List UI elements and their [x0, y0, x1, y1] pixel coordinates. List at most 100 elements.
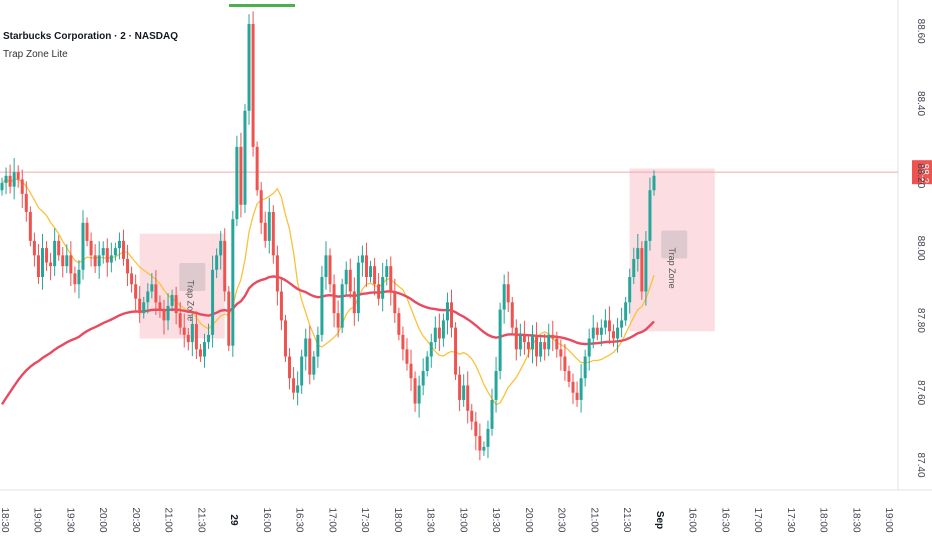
candle-body: [320, 277, 324, 335]
candle-body: [53, 240, 57, 267]
candle-body: [421, 371, 425, 386]
candle-body: [324, 255, 328, 278]
candle-body: [194, 324, 198, 350]
candle-body: [101, 248, 105, 256]
candle-body: [45, 248, 49, 263]
x-tick-label: 18:00: [392, 507, 403, 532]
candle-body: [531, 334, 535, 350]
trap-zone-label-box: [179, 263, 206, 292]
last-price-badge: [912, 160, 932, 185]
candle-body: [105, 248, 109, 263]
candle-body: [292, 378, 296, 393]
candle-body: [130, 273, 134, 285]
candle-body: [174, 295, 178, 314]
candle-body: [409, 363, 413, 379]
candle-body: [162, 309, 166, 321]
candle-body: [571, 381, 575, 393]
symbol-title[interactable]: Starbucks Corporation · 2 · NASDAQ: [3, 31, 179, 42]
trap-zone-label: Trap Zone: [667, 247, 677, 288]
x-tick-label: 18:30: [0, 507, 10, 532]
candle-body: [470, 410, 474, 422]
candle-body: [454, 327, 458, 375]
candle-body: [373, 266, 377, 285]
candle-body: [138, 298, 142, 314]
slow-moving-average-line: [0, 275, 655, 406]
x-tick-label: 17:00: [752, 507, 763, 532]
candle-body: [612, 331, 616, 339]
candle-body: [498, 309, 502, 372]
candle-body: [109, 255, 113, 263]
candle-body: [12, 172, 16, 187]
candle-body: [40, 248, 44, 278]
candle-body: [69, 255, 73, 274]
x-tick-label: 16:30: [719, 507, 730, 532]
candle-body: [275, 255, 279, 292]
candle-body: [97, 255, 101, 267]
y-tick-label: 88.00: [915, 236, 926, 261]
candle-body: [288, 356, 292, 379]
candle-body: [113, 248, 117, 256]
candle-body: [300, 356, 304, 386]
candle-body: [397, 313, 401, 335]
x-tick-label: 18:00: [818, 507, 829, 532]
candle-body: [575, 392, 579, 400]
candle-body: [271, 211, 275, 256]
x-tick-label: 21:00: [588, 507, 599, 532]
x-tick-label: 19:00: [32, 507, 43, 532]
candle-body: [364, 255, 368, 278]
y-tick-label: 88.40: [915, 91, 926, 116]
candle-body: [381, 277, 385, 299]
candle-body: [413, 378, 417, 404]
candle-body: [89, 240, 93, 256]
candle-body: [170, 295, 174, 306]
x-tick-label: 19:30: [64, 507, 75, 532]
indicator-label[interactable]: Trap Zone Lite: [3, 49, 68, 60]
candle-body: [215, 255, 219, 270]
candle-body: [591, 327, 595, 339]
candle-body: [207, 334, 211, 343]
candle-body: [81, 222, 85, 270]
candle-body: [652, 175, 656, 191]
candle-body: [620, 320, 624, 328]
candle-body: [36, 255, 40, 278]
candle-body: [255, 146, 259, 191]
candle-body: [433, 327, 437, 343]
candle-body: [65, 255, 69, 267]
candle-body: [198, 349, 202, 357]
candle-body: [316, 334, 320, 357]
candle-body: [441, 320, 445, 339]
y-tick-label: 87.40: [915, 452, 926, 477]
candle-body: [543, 342, 547, 350]
candle-body: [61, 255, 65, 267]
candle-body: [8, 175, 12, 187]
x-tick-label: 20:30: [130, 507, 141, 532]
x-tick-label: 19:30: [490, 507, 501, 532]
candle-body: [296, 385, 300, 393]
last-price-label: 88.21: [919, 164, 930, 189]
candle-body: [77, 269, 81, 285]
candle-body: [490, 399, 494, 429]
x-tick-label: 17:30: [359, 507, 370, 532]
candle-body: [117, 240, 121, 249]
candle-body: [547, 334, 551, 350]
x-tick-label: 18:30: [850, 507, 861, 532]
candle-body: [85, 222, 89, 241]
candle-body: [336, 313, 340, 328]
x-tick-label: 20:00: [523, 507, 534, 532]
candle-body: [450, 302, 454, 328]
candle-body: [535, 334, 539, 357]
candle-body: [510, 302, 514, 328]
candle-body: [340, 284, 344, 328]
candle-body: [425, 356, 429, 372]
candle-body: [0, 183, 4, 191]
candle-body: [28, 211, 32, 241]
candle-body: [462, 385, 466, 400]
x-tick-label: 16:30: [294, 507, 305, 532]
candle-body: [190, 324, 194, 343]
x-tick-label: Sep: [654, 511, 665, 529]
candle-body: [202, 342, 206, 357]
candle-body: [20, 179, 24, 194]
x-tick-label: 16:00: [261, 507, 272, 532]
candle-body: [502, 284, 506, 310]
